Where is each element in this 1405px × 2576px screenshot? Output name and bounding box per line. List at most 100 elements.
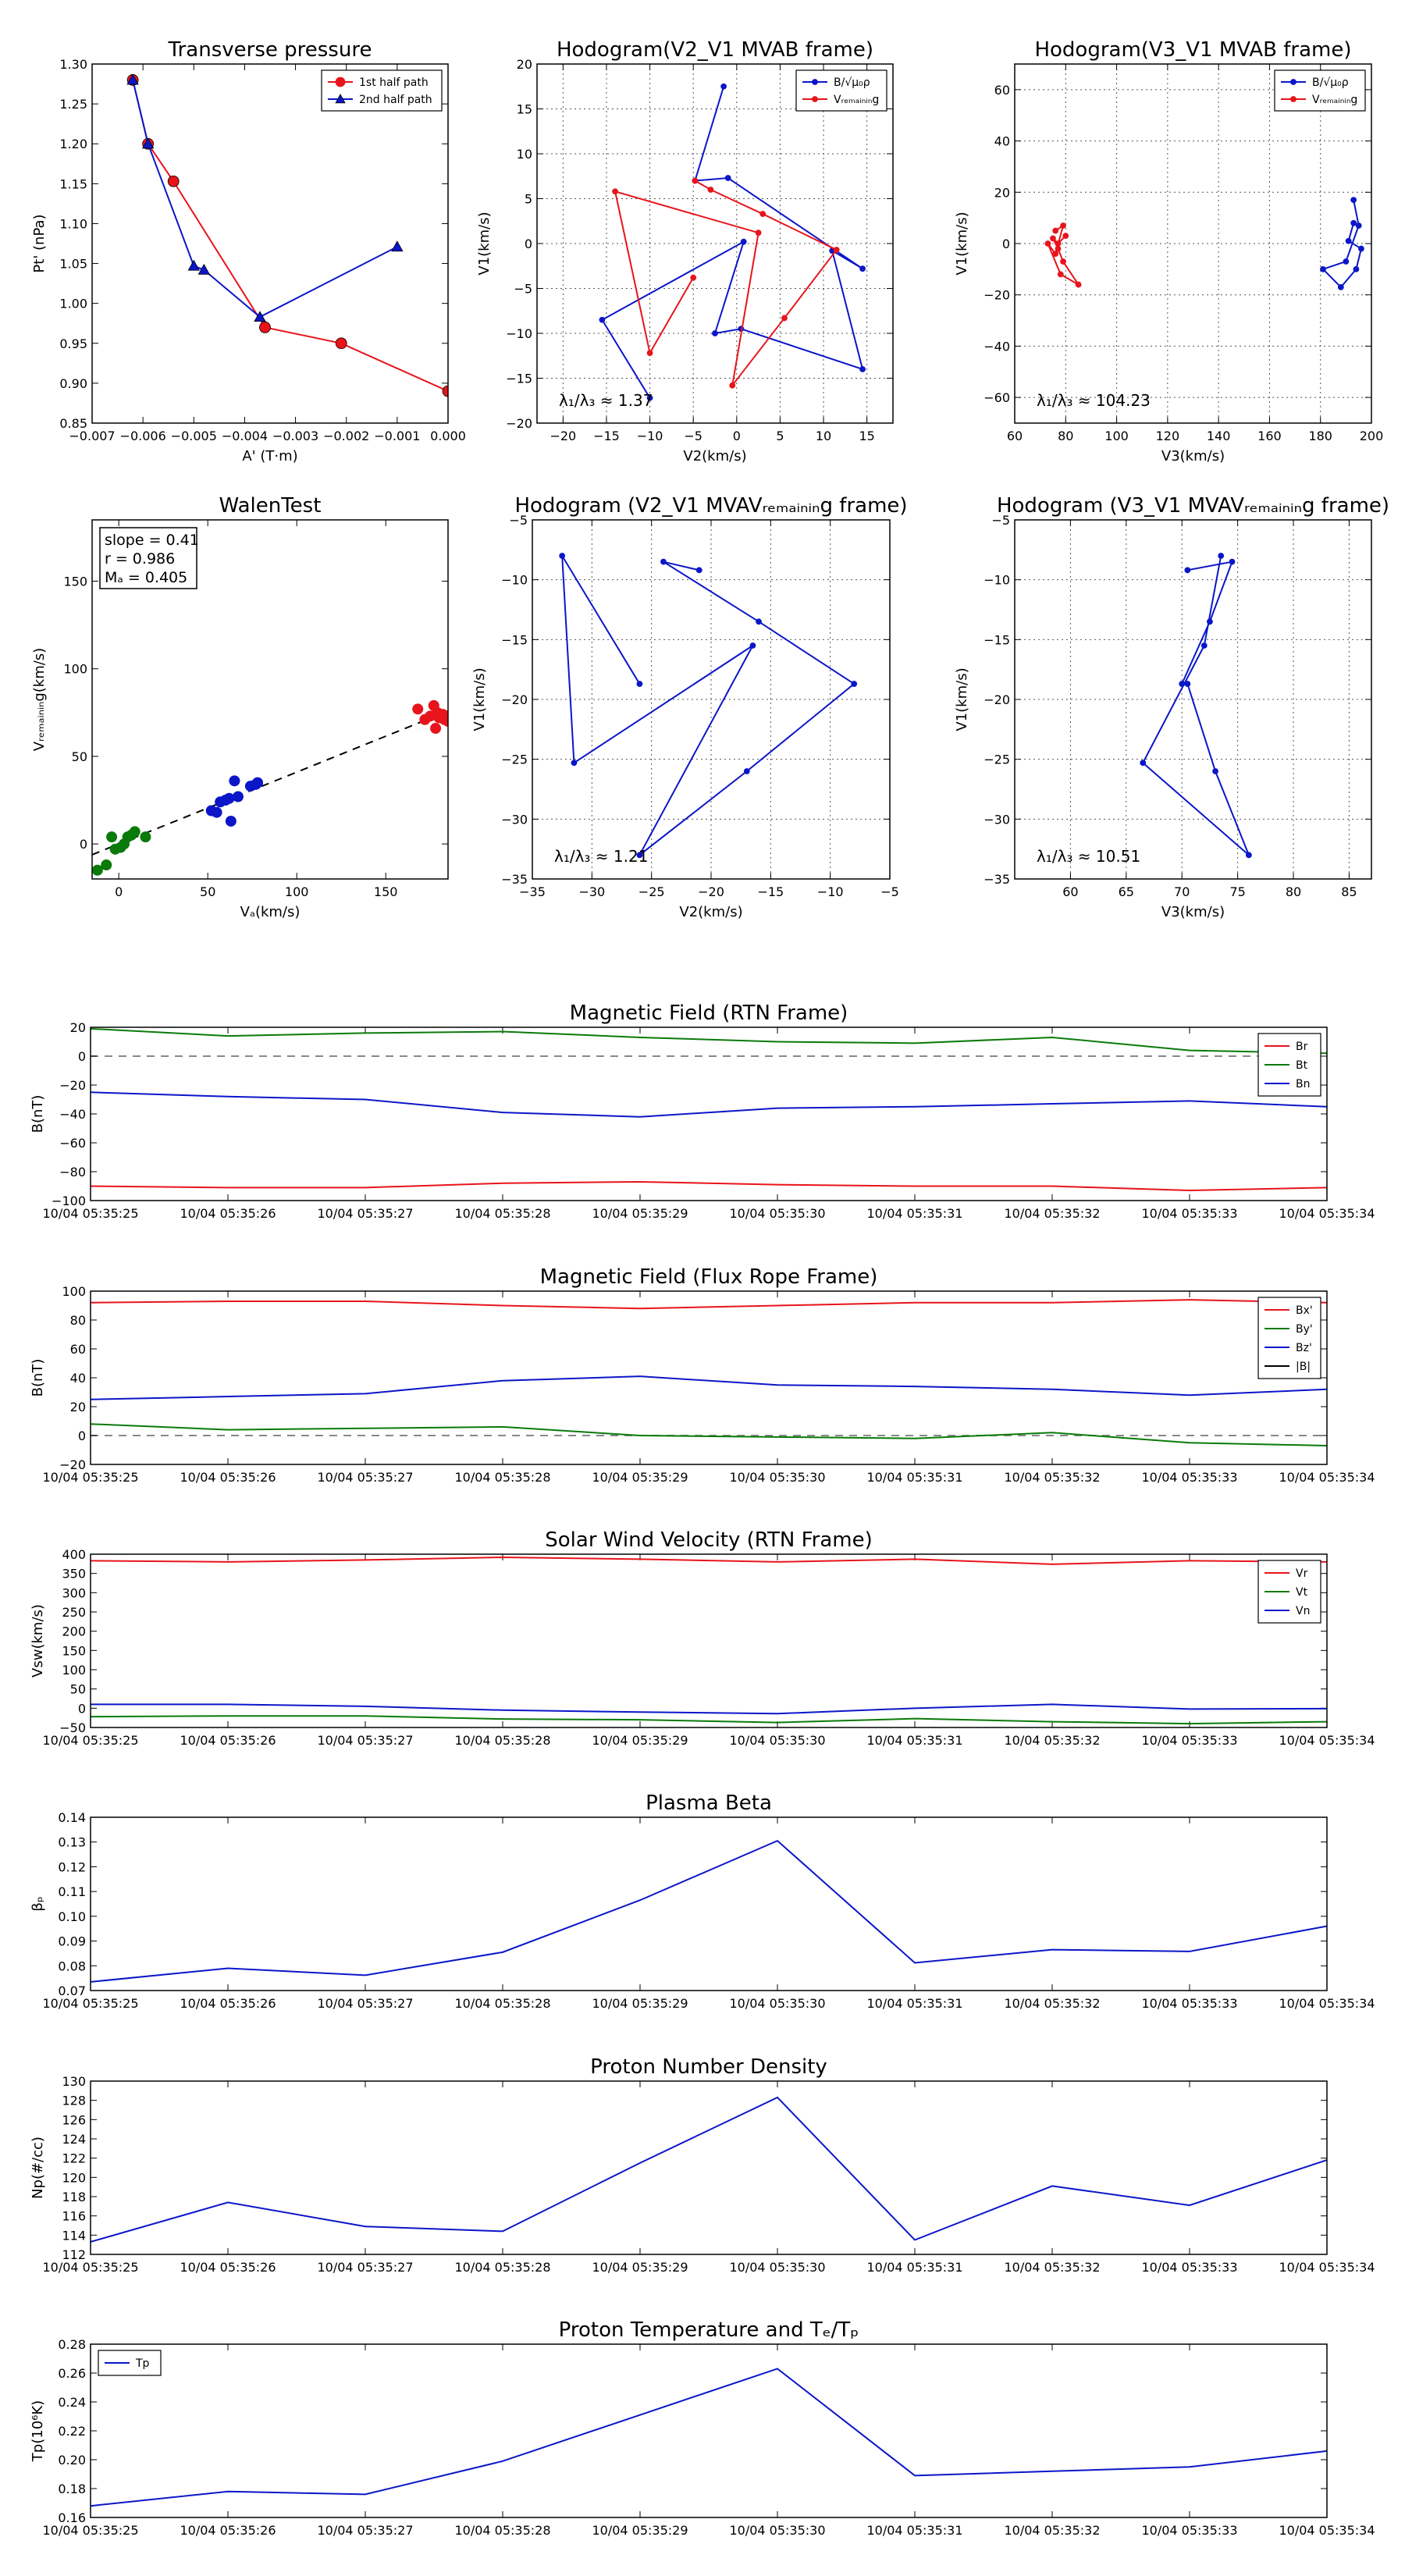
magnetic-field-flux-rope-ytick-label-0: −20 [59, 1457, 86, 1472]
magnetic-field-rtn-ytick-label-5: 0 [78, 1049, 86, 1064]
proton-number-density-ytick-label-1: 114 [62, 2228, 86, 2243]
magnetic-field-rtn-legend-label-1: Bt [1296, 1059, 1308, 1072]
proton-temperature-frame [90, 2343, 1328, 2518]
proton-number-density-xtick-label-4: 10/04 05:35:29 [592, 2260, 688, 2275]
transverse-pressure-chart: Transverse pressure −0.007 −0.006 −0.005 −0.… [31, 38, 466, 464]
hodogram-v2v1-mvav-ratio-annotation: λ₁/λ₃ ≈ 1.21 [554, 847, 648, 866]
proton-number-density-ytick-label-0: 112 [62, 2247, 86, 2262]
walen-test-series-green-point-2 [106, 831, 118, 843]
hodogram-v3v1-mvab-series-b-point-0 [1350, 197, 1357, 204]
walen-test-series-green-point-1 [101, 859, 112, 871]
transverse-pressure-series-1sthalfpath-point-3 [259, 321, 271, 333]
proton-temperature-ytick-label-2: 0.20 [58, 2453, 86, 2467]
magnetic-field-rtn-series-bn-line [91, 1091, 1327, 1118]
solar-wind-velocity-ytick-label-3: 100 [62, 1663, 86, 1678]
proton-number-density-ylabel: Np(#/cc) [30, 2137, 46, 2199]
magnetic-field-rtn-ytick-label-0: −100 [52, 1194, 86, 1208]
solar-wind-velocity-xtick-label-0: 10/04 05:35:25 [42, 1733, 138, 1748]
hodogram-v2v1-mvab-series-v-point-3 [833, 247, 840, 253]
hodogram-v3v1-mvab-frame [1014, 63, 1372, 424]
proton-temperature-ytick-label-3: 0.22 [58, 2424, 86, 2439]
hodogram-v3v1-mvab-legend-label-1: Vᵣₑₘₐᵢₙᵢₙg [1312, 94, 1357, 106]
hodogram-v3v1-mvab-ratio-annotation: λ₁/λ₃ ≈ 104.23 [1037, 391, 1151, 410]
plasma-beta-series-beta-line [91, 1839, 1327, 1983]
hodogram-v3v1-mvav-ytick-label-2: −25 [984, 753, 1010, 767]
proton-temperature-xtick-label-0: 10/04 05:35:25 [42, 2523, 138, 2538]
transverse-pressure-series-1sthalfpath-point-4 [335, 337, 347, 350]
hodogram-v3v1-mvav-xtick-label-0: 60 [1062, 884, 1078, 899]
magnetic-field-rtn-ytick-label-1: −80 [59, 1165, 86, 1179]
hodogram-v2v1-mvab-series-v-point-0 [692, 177, 699, 184]
proton-temperature-legend: Tp [98, 2350, 162, 2376]
transverse-pressure-xtick-label-5: −0.002 [323, 429, 369, 443]
proton-number-density-xtick-label-7: 10/04 05:35:32 [1004, 2260, 1100, 2275]
proton-number-density-ytick-label-8: 128 [62, 2094, 86, 2108]
hodogram-v3v1-mvav-series-v-point-3 [1179, 681, 1186, 687]
plasma-beta-xtick-label-1: 10/04 05:35:26 [180, 1996, 276, 2011]
hodogram-v2v1-mvav-series-v-point-4 [743, 768, 750, 774]
transverse-pressure-xtick-label-1: −0.006 [120, 429, 166, 443]
hodogram-v3v1-mvav-xtick-label-3: 75 [1229, 884, 1245, 899]
solar-wind-velocity-xtick-label-9: 10/04 05:35:34 [1279, 1733, 1375, 1748]
hodogram-v3v1-mvav-xtick-label-5: 85 [1341, 884, 1357, 899]
magnetic-field-flux-rope-xtick-label-4: 10/04 05:35:29 [592, 1470, 688, 1485]
magnetic-field-rtn-title: Magnetic Field (RTN Frame) [570, 1002, 848, 1025]
plasma-beta-xtick-label-7: 10/04 05:35:32 [1004, 1996, 1100, 2011]
hodogram-v2v1-mvab-series-b-point-5 [859, 366, 866, 372]
magnetic-field-flux-rope-xtick-label-2: 10/04 05:35:27 [317, 1470, 413, 1485]
hodogram-v3v1-mvab-series-b-point-3 [1320, 265, 1326, 272]
proton-temperature-chart: Proton Temperature and Tₑ/Tₚ 10/04 05:35:… [30, 2318, 1375, 2538]
walen-test-xtick-label-0: 0 [115, 884, 123, 899]
hodogram-v3v1-mvav-series-v-point-0 [1184, 567, 1191, 574]
walen-test-stats-line-2: Mₐ = 0.405 [105, 569, 187, 586]
solar-wind-velocity-ytick-label-2: 50 [70, 1682, 86, 1697]
magnetic-field-rtn-ytick-label-3: −40 [59, 1107, 86, 1122]
transverse-pressure-series-1sthalfpath-line [132, 80, 448, 393]
magnetic-field-rtn-xtick-label-4: 10/04 05:35:29 [592, 1206, 688, 1221]
hodogram-v3v1-mvab-ytick-label-5: 40 [994, 134, 1010, 149]
hodogram-v2v1-mvab-ytick-label-5: 5 [525, 192, 532, 207]
solar-wind-velocity-series-vt-line [91, 1715, 1327, 1725]
plasma-beta-xtick-label-2: 10/04 05:35:27 [317, 1996, 413, 2011]
solar-wind-velocity-title: Solar Wind Velocity (RTN Frame) [545, 1528, 872, 1552]
hodogram-v2v1-mvav-chart: Hodogram (V2_V1 MVAVᵣₑₘₐᵢₙᵢₙg frame)−35−… [471, 494, 908, 920]
proton-temperature-title: Proton Temperature and Tₑ/Tₚ [559, 2318, 859, 2342]
proton-number-density-xtick-label-2: 10/04 05:35:27 [317, 2260, 413, 2275]
hodogram-v3v1-mvav-series-v-point-4 [1184, 681, 1191, 687]
hodogram-v3v1-mvav-ylabel: V1(km/s) [954, 667, 970, 731]
solar-wind-velocity-xtick-label-6: 10/04 05:35:31 [866, 1733, 962, 1748]
solar-wind-velocity-ytick-label-4: 150 [62, 1643, 86, 1658]
magnetic-field-rtn-ytick-label-6: 20 [70, 1020, 86, 1035]
hodogram-v2v1-mvab-ylabel: V1(km/s) [476, 212, 493, 275]
hodogram-v2v1-mvab-ratio-annotation: λ₁/λ₃ ≈ 1.37 [559, 391, 653, 410]
transverse-pressure-ylabel: Pt' (nPa) [31, 214, 48, 272]
hodogram-v3v1-mvav-ytick-label-6: −5 [991, 513, 1010, 528]
magnetic-field-rtn-xtick-label-3: 10/04 05:35:28 [454, 1206, 550, 1221]
hodogram-v3v1-mvav-ytick-label-1: −30 [984, 812, 1010, 827]
magnetic-field-rtn-chart: Magnetic Field (RTN Frame) 10/04 05:35:25… [30, 1002, 1375, 1221]
transverse-pressure-ytick-label-1: 0.90 [59, 376, 87, 391]
hodogram-v3v1-mvab-legend-marker-1 [1290, 96, 1297, 102]
hodogram-v3v1-mvab-series-v-point-5 [1075, 281, 1082, 288]
hodogram-v3v1-mvab-series-b-point-7 [1345, 237, 1352, 244]
solar-wind-velocity-series-vn-line [91, 1703, 1327, 1715]
magnetic-field-rtn-xtick-label-9: 10/04 05:35:34 [1279, 1206, 1375, 1221]
hodogram-v2v1-mvab-legend-marker-1 [812, 96, 818, 102]
hodogram-v3v1-mvab-legend: B/√μ₀ρ Vᵣₑₘₐᵢₙᵢₙg [1274, 69, 1366, 112]
hodogram-v3v1-mvab-legend-label-0: B/√μ₀ρ [1312, 76, 1349, 89]
proton-number-density-xtick-label-5: 10/04 05:35:30 [729, 2260, 825, 2275]
solar-wind-velocity-legend-label-2: Vn [1296, 1605, 1310, 1617]
plasma-beta-ytick-label-2: 0.09 [58, 1934, 86, 1949]
hodogram-v2v1-mvab-ytick-label-8: 20 [517, 57, 532, 72]
plasma-beta-title: Plasma Beta [646, 1791, 772, 1815]
hodogram-v2v1-mvab-data [599, 83, 866, 401]
solar-wind-velocity-xtick-label-7: 10/04 05:35:32 [1004, 1733, 1100, 1748]
transverse-pressure-xtick-label-4: −0.003 [272, 429, 318, 443]
magnetic-field-flux-rope-ylabel: B(nT) [30, 1359, 46, 1397]
magnetic-field-rtn-xtick-label-5: 10/04 05:35:30 [729, 1206, 825, 1221]
solar-wind-velocity-xtick-label-3: 10/04 05:35:28 [454, 1733, 550, 1748]
proton-temperature-ytick-label-1: 0.18 [58, 2482, 86, 2496]
magnetic-field-flux-rope-ytick-label-6: 100 [62, 1284, 86, 1299]
transverse-pressure-data [126, 73, 448, 397]
magnetic-field-flux-rope-ytick-label-5: 80 [70, 1313, 86, 1328]
